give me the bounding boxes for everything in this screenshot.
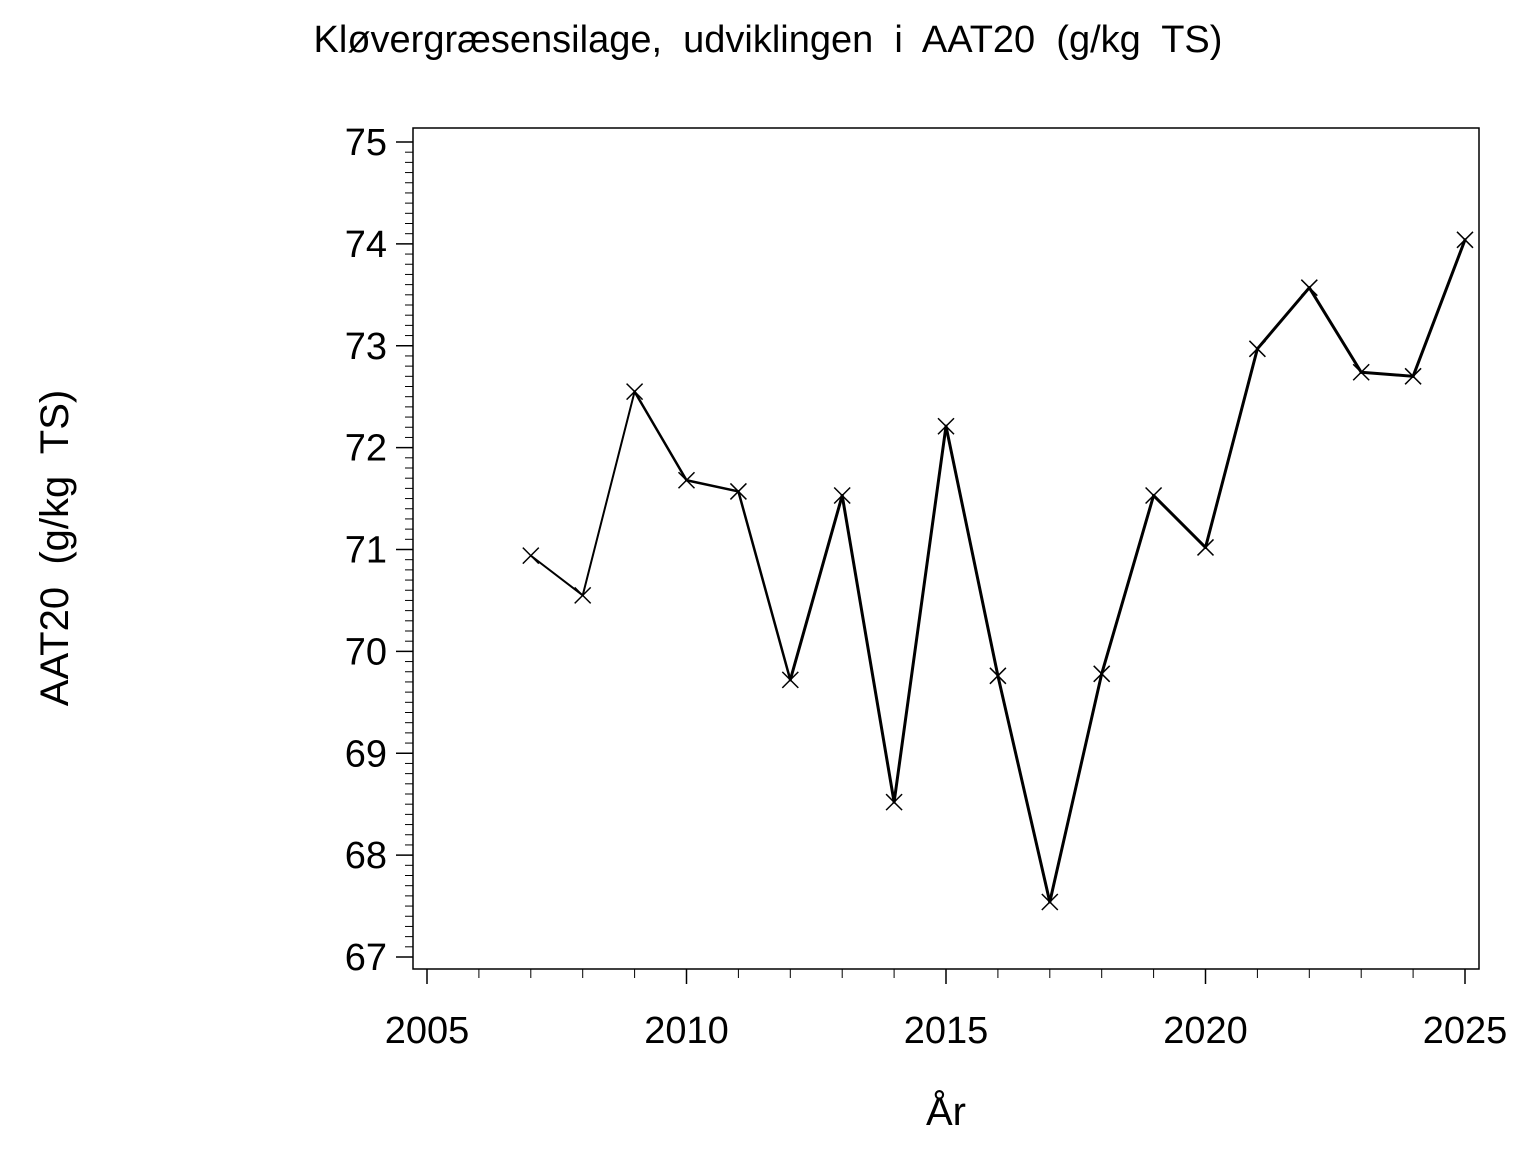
data-point-marker xyxy=(1456,231,1474,249)
data-point-marker xyxy=(833,486,851,505)
series-line-segment xyxy=(685,478,740,493)
data-point-marker xyxy=(1248,340,1266,358)
y-tick-label: 74 xyxy=(345,224,387,266)
y-axis: 67 68 69 70 71 72 73 74 75 xyxy=(345,122,413,979)
series-line-segment xyxy=(944,424,1000,678)
x-tick-label: 2015 xyxy=(904,1010,989,1052)
series-line-segment xyxy=(633,390,688,482)
series-line-segment xyxy=(788,494,844,682)
data-point-marker xyxy=(989,667,1007,685)
data-point-marker xyxy=(677,471,696,489)
y-tick-label: 71 xyxy=(345,530,387,572)
series-line-segment xyxy=(996,674,1052,904)
data-point-marker xyxy=(1404,367,1422,385)
plot-frame xyxy=(412,127,1480,970)
series-line-segment xyxy=(892,424,948,804)
data-series xyxy=(522,231,1474,911)
series-line-segment xyxy=(1100,494,1156,676)
series-line-segment xyxy=(1152,494,1207,549)
data-point-marker xyxy=(937,417,955,435)
chart-title: Kløvergræsensilage, udviklingen i AAT20 … xyxy=(314,19,1223,61)
data-point-marker xyxy=(574,586,592,604)
series-line-segment xyxy=(1359,370,1415,378)
data-point-marker xyxy=(1300,279,1318,297)
data-point-marker xyxy=(885,793,903,811)
data-point-marker xyxy=(1145,486,1163,505)
y-tick-label: 70 xyxy=(345,631,387,673)
series-line-segment xyxy=(529,554,584,597)
data-point-marker xyxy=(522,547,540,565)
series-line-segment xyxy=(1307,286,1363,374)
y-axis-label: AAT20 (g/kg TS) xyxy=(33,390,77,706)
data-point-marker xyxy=(729,482,747,500)
series-line-segment xyxy=(1411,238,1467,378)
data-point-marker xyxy=(1041,893,1059,911)
series-line-segment xyxy=(840,494,896,804)
series-line-segment xyxy=(737,490,792,682)
y-tick-label: 72 xyxy=(345,428,387,470)
x-tick-label: 2025 xyxy=(1423,1010,1508,1052)
x-axis: 2005 2010 2015 2020 2025 xyxy=(385,969,1508,1052)
data-point-marker xyxy=(1093,665,1111,683)
series-line-segment xyxy=(1204,347,1259,549)
y-tick-label: 73 xyxy=(345,326,387,368)
y-tick-label: 69 xyxy=(345,733,387,775)
series-line-segment xyxy=(1048,672,1104,904)
series-line-segment xyxy=(1255,286,1311,351)
y-tick-label: 67 xyxy=(345,937,387,979)
x-tick-label: 2010 xyxy=(644,1010,729,1052)
data-point-marker xyxy=(1352,363,1370,381)
data-point-marker xyxy=(781,671,799,689)
y-tick-label: 68 xyxy=(345,835,387,877)
data-point-marker xyxy=(626,383,644,401)
data-point-marker xyxy=(1196,538,1215,556)
y-tick-label: 75 xyxy=(345,122,387,164)
series-line-segment xyxy=(581,390,636,597)
x-axis-label: År xyxy=(926,1089,966,1134)
x-tick-label: 2005 xyxy=(385,1010,470,1052)
x-tick-label: 2020 xyxy=(1163,1010,1248,1052)
